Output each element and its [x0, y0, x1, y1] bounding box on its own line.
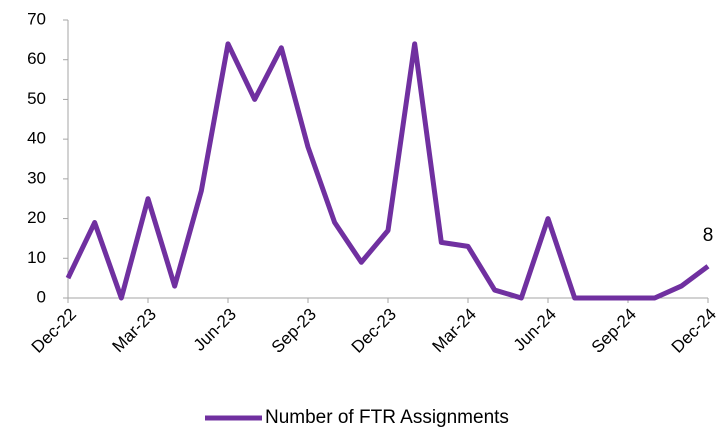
x-tick-label: Dec-22 — [28, 305, 80, 357]
y-tick-label: 50 — [27, 89, 46, 108]
x-tick-label: Dec-23 — [348, 305, 400, 357]
y-tick-label: 70 — [27, 9, 46, 28]
y-tick-label: 10 — [27, 248, 46, 267]
y-tick-label: 20 — [27, 208, 46, 227]
legend-label: Number of FTR Assignments — [265, 407, 509, 428]
x-tick-label: Mar-24 — [428, 305, 480, 357]
x-tick-label: Jun-24 — [510, 305, 560, 355]
x-tick-label: Mar-23 — [108, 305, 160, 357]
y-tick-label: 40 — [27, 129, 46, 148]
y-tick-label: 60 — [27, 49, 46, 68]
x-tick-label: Dec-24 — [668, 305, 720, 357]
x-tick-label: Jun-23 — [190, 305, 240, 355]
line-series — [65, 41, 710, 301]
x-tick-label: Sep-24 — [588, 305, 640, 357]
y-tick-label: 0 — [37, 287, 46, 306]
x-tick-label: Sep-23 — [268, 305, 320, 357]
y-tick-label: 30 — [27, 168, 46, 187]
data-label: 8 — [703, 225, 714, 246]
